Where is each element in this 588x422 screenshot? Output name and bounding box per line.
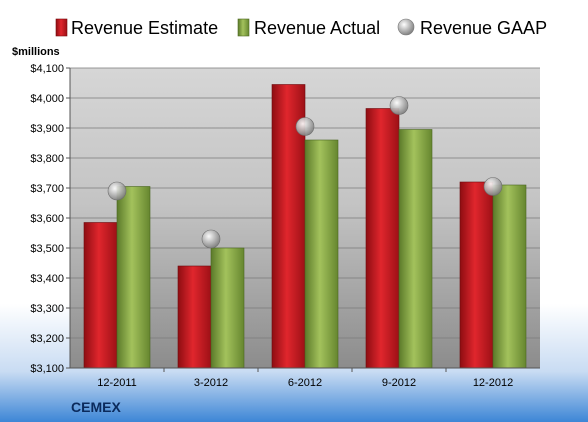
legend-label-gaap: Revenue GAAP <box>420 18 547 38</box>
bar-revenue-actual <box>210 247 245 369</box>
marker-revenue-gaap <box>483 177 503 196</box>
y-tick-label: $3,200 <box>30 333 64 345</box>
y-tick-label: $3,300 <box>30 303 64 315</box>
y-tick-label: $3,800 <box>30 153 64 165</box>
legend-swatch-gaap <box>397 18 415 36</box>
bar-revenue-actual <box>116 186 151 369</box>
bar-revenue-actual <box>398 129 433 369</box>
legend-label-estimate: Revenue Estimate <box>71 18 218 38</box>
bar-revenue-estimate <box>177 265 212 369</box>
legend-swatch-estimate <box>55 18 68 37</box>
marker-revenue-gaap <box>389 96 409 115</box>
x-axis-ticks: 12-2011 3-2012 6-2012 9-2012 12-2012 <box>97 368 513 389</box>
y-tick-label: $3,900 <box>30 123 64 135</box>
legend-item-revenue-gaap: Revenue GAAP <box>397 18 547 38</box>
y-tick-label: $3,400 <box>30 273 64 285</box>
y-tick-label: $3,500 <box>30 243 64 255</box>
y-axis-label: $millions <box>12 46 60 58</box>
bar-revenue-estimate <box>83 222 118 369</box>
y-axis-ticks: $3,100 $3,200 $3,300 $3,400 $3,500 $3,600 $3,7… <box>30 63 70 375</box>
x-tick-label: 9-2012 <box>382 377 416 389</box>
marker-revenue-gaap <box>201 229 221 249</box>
y-tick-label: $4,000 <box>30 93 64 105</box>
legend: Revenue Estimate Revenue Actual Revenue … <box>55 18 547 38</box>
gaap-markers <box>107 96 503 249</box>
x-tick-label: 3-2012 <box>194 377 228 389</box>
y-tick-label: $3,600 <box>30 213 64 225</box>
company-name: CEMEX <box>71 399 121 415</box>
x-tick-label: 12-2011 <box>97 377 137 389</box>
legend-item-revenue-actual: Revenue Actual <box>237 18 380 38</box>
marker-revenue-gaap <box>295 117 315 136</box>
y-tick-label: $4,100 <box>30 63 64 75</box>
bar-revenue-estimate <box>459 181 494 369</box>
bars <box>83 84 527 369</box>
x-tick-label: 12-2012 <box>473 377 513 389</box>
x-tick-label: 6-2012 <box>288 377 322 389</box>
marker-revenue-gaap <box>107 181 127 201</box>
bar-revenue-estimate <box>365 108 400 369</box>
legend-item-revenue-estimate: Revenue Estimate <box>55 18 218 38</box>
y-tick-label: $3,700 <box>30 183 64 195</box>
legend-swatch-actual <box>237 18 250 37</box>
bar-revenue-actual <box>492 184 527 369</box>
y-tick-label: $3,100 <box>30 363 64 375</box>
legend-label-actual: Revenue Actual <box>254 18 380 38</box>
bar-revenue-actual <box>304 139 339 369</box>
